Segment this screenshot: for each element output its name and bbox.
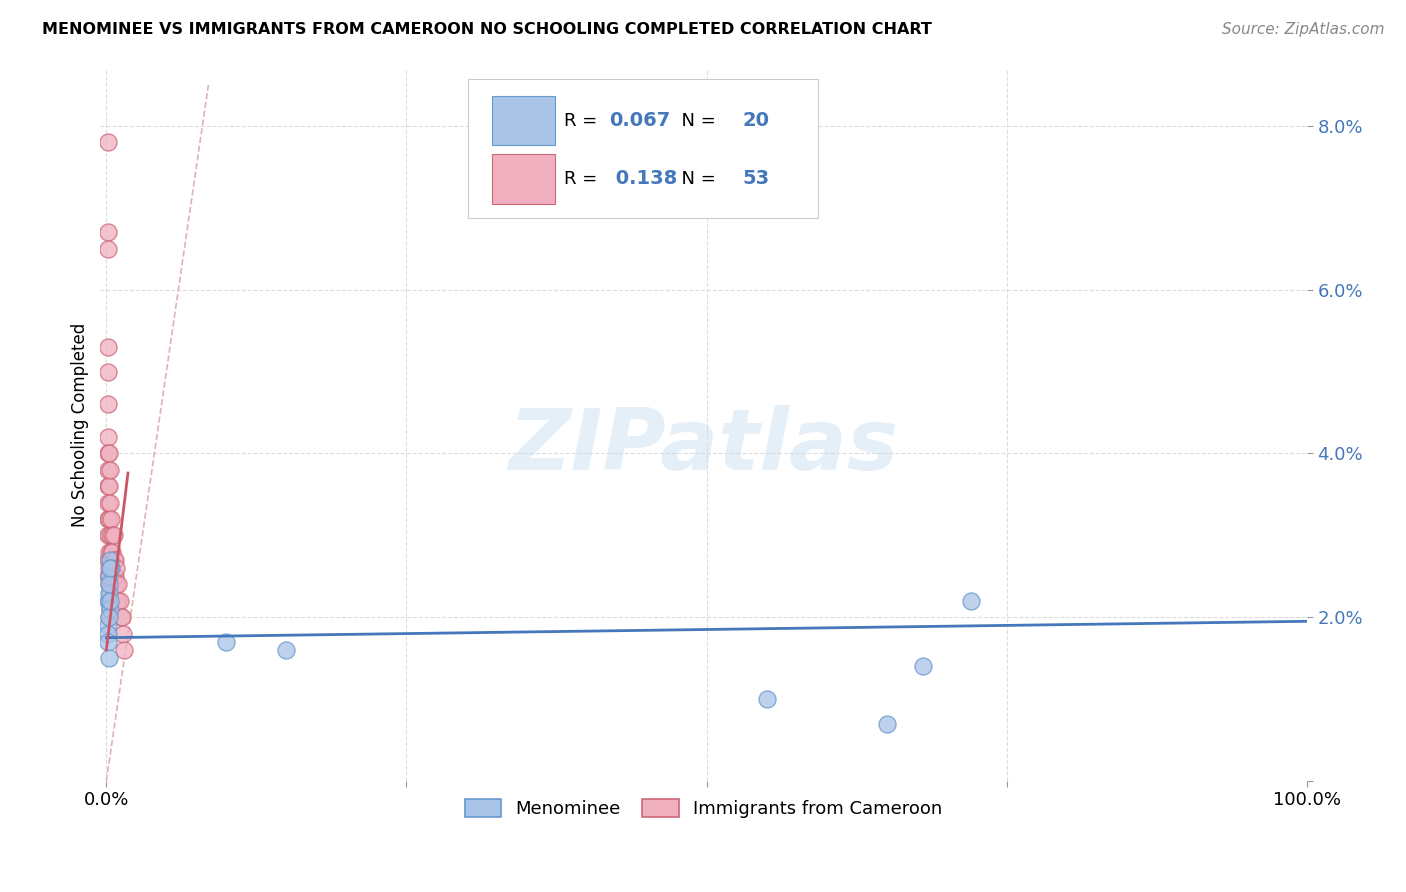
Text: 20: 20	[742, 111, 769, 130]
Point	[104, 561, 127, 575]
Point	[96, 242, 118, 256]
Point	[97, 577, 120, 591]
Point	[104, 553, 127, 567]
Point	[98, 495, 121, 509]
Text: R =: R =	[564, 170, 603, 188]
Point	[107, 577, 129, 591]
Point	[96, 512, 118, 526]
Point	[97, 446, 120, 460]
Point	[96, 397, 118, 411]
Point	[98, 602, 121, 616]
FancyBboxPatch shape	[492, 154, 555, 204]
Point	[97, 561, 120, 575]
Point	[98, 528, 121, 542]
Point	[98, 553, 121, 567]
Point	[100, 561, 122, 575]
Point	[104, 569, 127, 583]
Point	[215, 634, 238, 648]
Point	[97, 610, 120, 624]
Point	[100, 561, 122, 575]
Point	[96, 553, 118, 567]
Point	[276, 643, 298, 657]
Point	[103, 553, 125, 567]
Point	[755, 692, 778, 706]
Text: 0.138: 0.138	[609, 169, 678, 188]
Point	[97, 585, 120, 599]
Point	[96, 135, 118, 149]
Point	[105, 594, 128, 608]
Point	[96, 463, 118, 477]
Text: 53: 53	[742, 169, 769, 188]
Point	[112, 643, 135, 657]
Text: MENOMINEE VS IMMIGRANTS FROM CAMEROON NO SCHOOLING COMPLETED CORRELATION CHART: MENOMINEE VS IMMIGRANTS FROM CAMEROON NO…	[42, 22, 932, 37]
Point	[97, 594, 120, 608]
Point	[111, 610, 134, 624]
Point	[103, 569, 125, 583]
Point	[100, 544, 122, 558]
Point	[100, 577, 122, 591]
Point	[103, 528, 125, 542]
Point	[98, 585, 121, 599]
Point	[98, 561, 121, 575]
Point	[97, 479, 120, 493]
Point	[96, 594, 118, 608]
Point	[98, 602, 121, 616]
Point	[96, 569, 118, 583]
Point	[112, 626, 135, 640]
Point	[110, 610, 132, 624]
Point	[100, 512, 122, 526]
Point	[96, 365, 118, 379]
Point	[98, 594, 121, 608]
Point	[96, 225, 118, 239]
Point	[97, 512, 120, 526]
Point	[876, 716, 898, 731]
Point	[96, 430, 118, 444]
Point	[107, 594, 129, 608]
Text: R =: R =	[564, 112, 603, 129]
Y-axis label: No Schooling Completed: No Schooling Completed	[72, 323, 89, 527]
Legend: Menominee, Immigrants from Cameroon: Menominee, Immigrants from Cameroon	[458, 791, 949, 825]
Point	[96, 446, 118, 460]
Point	[911, 659, 934, 673]
Point	[98, 463, 121, 477]
Point	[96, 626, 118, 640]
Point	[101, 569, 124, 583]
Point	[97, 610, 120, 624]
Point	[96, 528, 118, 542]
Point	[96, 340, 118, 354]
Point	[97, 577, 120, 591]
Point	[97, 569, 120, 583]
Point	[97, 651, 120, 665]
Point	[96, 495, 118, 509]
Text: N =: N =	[669, 112, 721, 129]
Point	[108, 594, 131, 608]
Point	[96, 618, 118, 632]
Point	[98, 553, 121, 567]
Text: 0.067: 0.067	[609, 111, 671, 130]
Point	[104, 577, 127, 591]
Point	[100, 594, 122, 608]
Point	[98, 569, 121, 583]
Point	[97, 544, 120, 558]
Text: Source: ZipAtlas.com: Source: ZipAtlas.com	[1222, 22, 1385, 37]
Point	[959, 594, 981, 608]
Text: ZIPatlas: ZIPatlas	[509, 405, 898, 488]
Point	[101, 544, 124, 558]
Text: N =: N =	[669, 170, 721, 188]
Point	[101, 528, 124, 542]
Point	[96, 634, 118, 648]
Point	[96, 479, 118, 493]
FancyBboxPatch shape	[492, 95, 555, 145]
FancyBboxPatch shape	[468, 79, 818, 219]
